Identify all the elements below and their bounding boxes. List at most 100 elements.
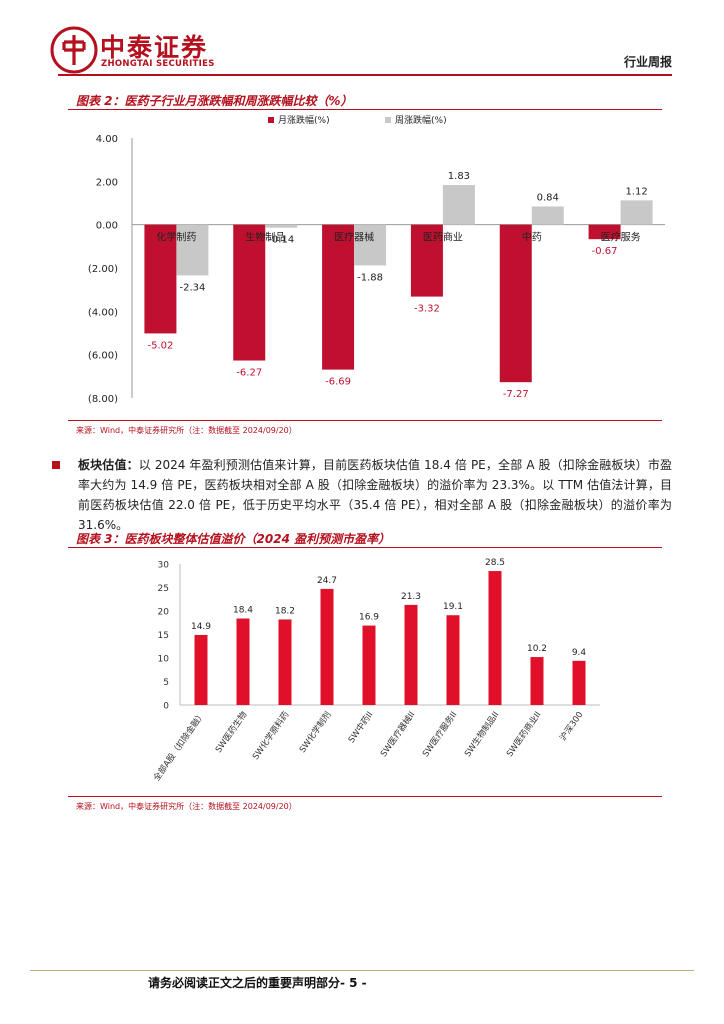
y-tick-label: 0 <box>163 702 169 712</box>
figure3-title-rule <box>68 547 662 548</box>
category-label: SW医药生物 <box>213 709 250 755</box>
paragraph-lead: 板块估值： <box>78 458 139 472</box>
category-label: 沪深300 <box>557 709 585 743</box>
data-label: -2.34 <box>179 282 205 293</box>
y-tick-label: (8.00) <box>88 394 118 405</box>
paragraph-body: 以 2024 年盈利预测估值来计算，目前医药板块估值 18.4 倍 PE，全部 … <box>78 458 672 532</box>
data-label: 19.1 <box>443 602 463 612</box>
data-label: -0.67 <box>592 246 618 257</box>
data-label: 28.5 <box>485 558 505 568</box>
chart1-category-labels: 化学制药 生物制品 医疗器械 医药商业 中药 医疗服务 <box>156 231 640 244</box>
figure2-title-rule <box>68 109 662 110</box>
data-label: 1.12 <box>625 186 647 197</box>
bar <box>530 657 544 705</box>
bar <box>488 571 502 705</box>
category-label: SW医疗器械II <box>378 709 417 759</box>
zhongtai-logo-icon <box>50 26 98 74</box>
legend-swatch-0 <box>268 117 274 123</box>
y-tick-label: (6.00) <box>88 351 118 362</box>
bullet-square <box>52 461 60 469</box>
data-label: -7.27 <box>503 389 529 400</box>
report-type: 行业周报 <box>623 55 672 69</box>
y-tick-label: 10 <box>158 655 170 665</box>
figure2-title: 图表 2：医药子行业月涨跌幅和周涨跌幅比较（%） <box>76 94 353 108</box>
figure3-source: 来源：Wind，中泰证券研究所（注：数据截至 2024/09/20） <box>76 802 297 811</box>
category-label: 医疗器械 <box>334 231 374 244</box>
category-label: SW生物制品II <box>462 709 501 759</box>
category-label: 医疗服务 <box>601 231 641 244</box>
chart1-legend: 月涨跌幅(%) 周涨跌幅(%) <box>268 114 447 126</box>
bar-month <box>233 224 266 361</box>
category-label: 全部A股（扣除金融） <box>151 709 207 783</box>
bar <box>572 660 586 705</box>
chart2-category-labels: 全部A股（扣除金融） SW医药生物 SW化学原料药 SW化学制剂 SW中药II SW医疗器… <box>151 709 585 783</box>
figure3-title: 图表 3：医药板块整体估值溢价（2024 盈利预测市盈率） <box>76 532 391 546</box>
y-tick-label: (2.00) <box>88 264 118 275</box>
footer-disclaimer: 请务必阅读正文之后的重要声明部分- 5 - <box>148 976 367 990</box>
bar <box>362 625 376 705</box>
bar <box>404 604 418 705</box>
legend-swatch-1 <box>385 117 391 123</box>
sector-change-chart: 月涨跌幅(%) 周涨跌幅(%) 4.00 2.00 0.00 (2.00) (4.00) (… <box>88 114 665 405</box>
legend-label-0: 月涨跌幅(%) <box>278 114 330 126</box>
y-tick-label: (4.00) <box>88 307 118 318</box>
valuation-premium-chart: 30 25 20 15 10 5 0 14.9 18.4 18.2 24.7 16.9 21.3 19.… <box>151 558 600 783</box>
chart2-data-labels: 14.9 18.4 18.2 24.7 16.9 21.3 19.1 28.5 10.2 9.4 <box>191 558 586 658</box>
data-label: -0.14 <box>268 235 294 246</box>
data-label: 14.9 <box>191 622 211 632</box>
bar <box>320 588 334 705</box>
y-tick-label: 5 <box>163 678 169 688</box>
data-label: 9.4 <box>572 648 587 658</box>
valuation-paragraph: 板块估值：以 2024 年盈利预测估值来计算，目前医药板块估值 18.4 倍 P… <box>78 455 672 535</box>
data-label: 18.2 <box>275 606 295 616</box>
category-label: 生物制品 <box>245 231 285 244</box>
category-label: 医药商业 <box>423 231 463 244</box>
y-tick-label: 15 <box>158 631 169 641</box>
data-label: 16.9 <box>359 613 379 623</box>
brand-name-en: ZHONGTAI SECURITIES <box>101 59 215 69</box>
y-tick-label: 30 <box>158 561 170 571</box>
header-divider <box>58 74 672 76</box>
data-label: 0.84 <box>537 192 559 203</box>
data-label: -5.02 <box>147 340 173 351</box>
category-label: SW中药II <box>346 709 376 745</box>
bar <box>236 618 250 705</box>
category-label: 化学制药 <box>156 231 196 244</box>
figure2-source: 来源：Wind，中泰证券研究所（注：数据截至 2024/09/20） <box>76 426 297 435</box>
bar-week <box>442 185 475 225</box>
bar-month <box>410 224 443 297</box>
bar-month <box>144 224 177 334</box>
bar-week <box>354 224 387 266</box>
y-tick-label: 4.00 <box>96 134 118 145</box>
data-label: 21.3 <box>401 592 421 602</box>
legend-label-1: 周涨跌幅(%) <box>395 114 447 126</box>
data-label: -6.69 <box>325 377 351 388</box>
data-label: 18.4 <box>233 606 253 616</box>
y-tick-label: 25 <box>158 584 169 594</box>
data-label: 1.83 <box>448 171 470 182</box>
bar <box>446 615 460 705</box>
bar-week <box>265 224 298 228</box>
bar-week <box>531 206 564 225</box>
data-label: 24.7 <box>317 576 337 586</box>
figure2-source-rule <box>68 420 662 421</box>
chart2-bars <box>194 571 586 705</box>
data-label: -6.27 <box>236 368 262 379</box>
y-tick-label: 20 <box>158 608 170 618</box>
y-tick-label: 2.00 <box>96 177 118 188</box>
data-label: -1.88 <box>357 272 383 283</box>
category-label: SW化学制剂 <box>297 709 333 754</box>
category-label: 中药 <box>522 231 542 244</box>
chart1-data-labels: -5.02 -2.34 -6.27 -0.14 -6.69 -1.88 -3.32 1.83 -… <box>147 171 647 400</box>
category-label: SW医药商业II <box>504 709 543 759</box>
bar-month <box>322 224 355 370</box>
brand-name: 中泰证券 <box>100 33 209 62</box>
chart2-y-axis: 30 25 20 15 10 5 0 <box>158 561 600 712</box>
bar-week <box>176 224 209 276</box>
category-label: SW化学原料药 <box>250 709 291 761</box>
bar-month <box>499 224 532 383</box>
footer-divider <box>30 970 694 971</box>
bar <box>194 634 208 705</box>
y-tick-label: 0.00 <box>96 221 118 232</box>
figure3-source-rule <box>68 796 662 797</box>
